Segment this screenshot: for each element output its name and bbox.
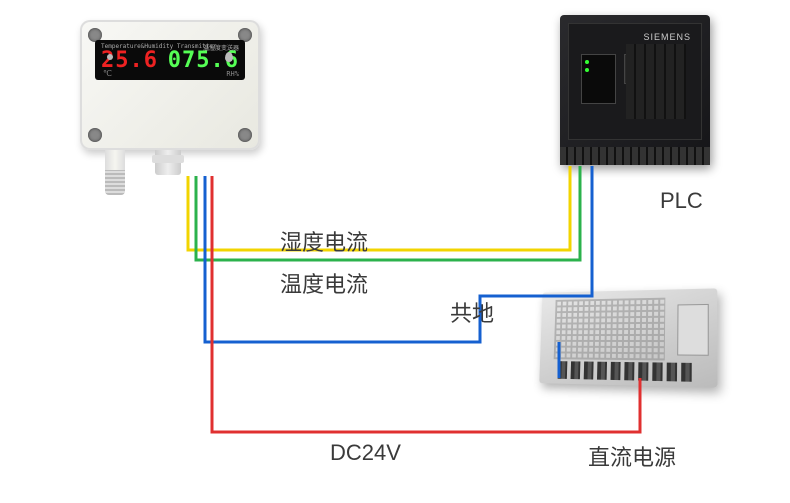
display-caption-left: Temperature&Humidity Transmitter [101,43,217,50]
plc-terminal-block [560,147,710,165]
cable-gland-icon [155,150,181,175]
psu-ventilation-icon [554,298,666,361]
wire-temperature [196,166,580,260]
dc-power-supply [535,290,715,385]
wiring-diagram: { "transmitter": { "temp_value": "25.6",… [0,0,790,503]
psu-spec-label [677,304,709,356]
plc-controller: SIEMENS [560,15,710,165]
plc-status-panel [581,54,616,104]
temp-humidity-transmitter: Temperature&Humidity Transmitter 温湿度变送器 … [80,20,260,150]
power-supply-label: 直流电源 [588,440,676,472]
humid-unit: RH% [226,70,239,78]
sensor-probe-icon [105,150,125,195]
plc-io-slots [626,44,686,119]
mount-hole-icon [88,128,102,142]
psu-body [539,288,717,387]
common-ground-label: 共地 [450,296,494,328]
display-caption-right: 温湿度变送器 [203,43,239,52]
thermometer-icon [107,54,113,60]
plc-label: PLC [660,188,703,214]
temp-unit: ℃ [103,69,112,78]
dc24v-label: DC24V [330,440,401,466]
droplet-icon [225,52,233,62]
mount-hole-icon [238,128,252,142]
wire-ground [205,166,592,378]
humidity-current-label: 湿度电流 [280,225,368,257]
plc-front-panel: SIEMENS [568,23,702,140]
psu-terminal-block [558,361,696,382]
led-display: Temperature&Humidity Transmitter 温湿度变送器 … [95,40,245,80]
plc-brand-label: SIEMENS [643,32,691,42]
temperature-current-label: 温度电流 [280,267,368,299]
wire-humidity [188,166,570,250]
